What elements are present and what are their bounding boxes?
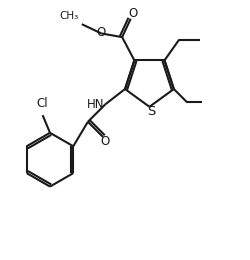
Text: CH₃: CH₃: [60, 11, 79, 21]
Text: HN: HN: [87, 98, 104, 111]
Text: Cl: Cl: [37, 97, 48, 110]
Text: O: O: [101, 135, 110, 148]
Text: S: S: [147, 105, 156, 118]
Text: O: O: [128, 7, 137, 20]
Text: O: O: [96, 26, 106, 39]
